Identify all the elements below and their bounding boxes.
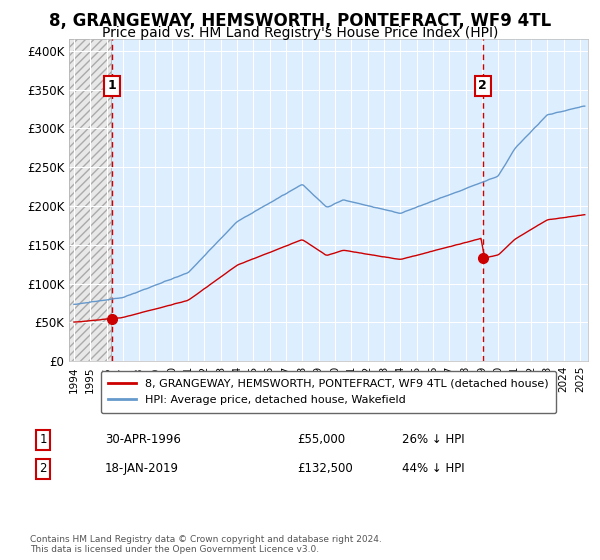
Text: 2: 2 — [40, 462, 47, 475]
Text: 44% ↓ HPI: 44% ↓ HPI — [402, 462, 464, 475]
Text: 2: 2 — [478, 80, 487, 92]
Text: Price paid vs. HM Land Registry's House Price Index (HPI): Price paid vs. HM Land Registry's House … — [102, 26, 498, 40]
Text: 30-APR-1996: 30-APR-1996 — [105, 433, 181, 446]
Text: 18-JAN-2019: 18-JAN-2019 — [105, 462, 179, 475]
Text: 8, GRANGEWAY, HEMSWORTH, PONTEFRACT, WF9 4TL: 8, GRANGEWAY, HEMSWORTH, PONTEFRACT, WF9… — [49, 12, 551, 30]
Text: £55,000: £55,000 — [297, 433, 345, 446]
Text: 1: 1 — [40, 433, 47, 446]
Text: £132,500: £132,500 — [297, 462, 353, 475]
Text: 26% ↓ HPI: 26% ↓ HPI — [402, 433, 464, 446]
Bar — [69, 39, 110, 361]
Text: 1: 1 — [107, 80, 116, 92]
Text: Contains HM Land Registry data © Crown copyright and database right 2024.
This d: Contains HM Land Registry data © Crown c… — [30, 535, 382, 554]
Legend: 8, GRANGEWAY, HEMSWORTH, PONTEFRACT, WF9 4TL (detached house), HPI: Average pric: 8, GRANGEWAY, HEMSWORTH, PONTEFRACT, WF9… — [101, 371, 556, 413]
